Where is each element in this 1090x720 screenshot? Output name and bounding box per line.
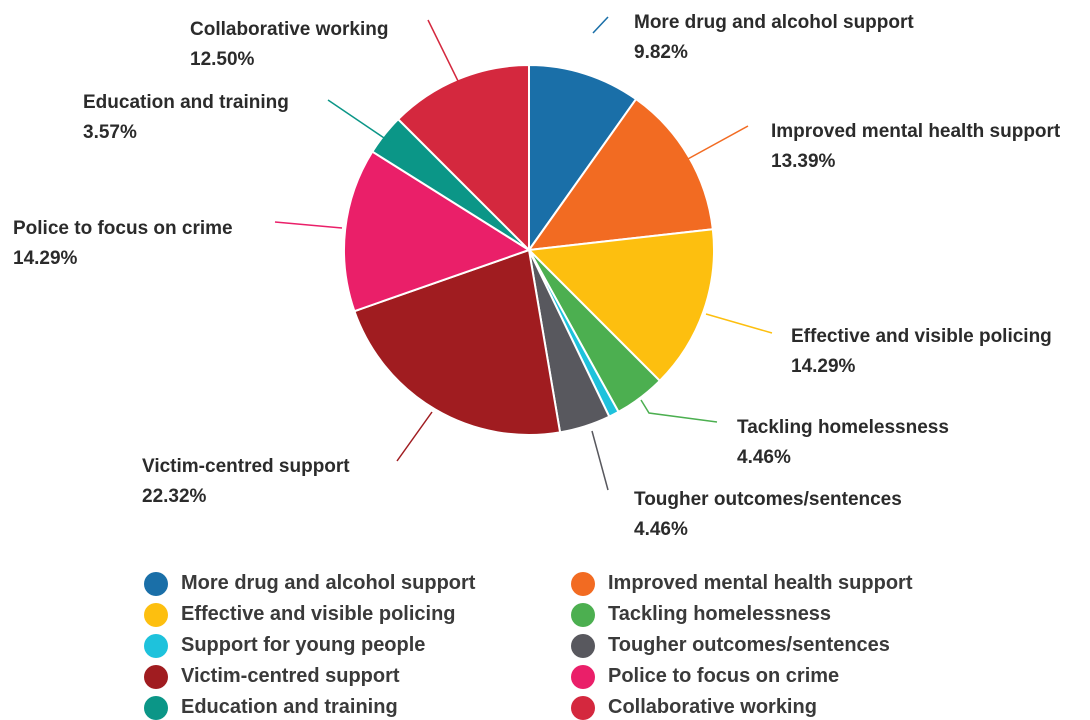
leader-line-victim-centred-support <box>396 411 433 462</box>
slice-label-more-drug-and-alcohol-support: More drug and alcohol support <box>634 12 914 33</box>
leader-line-collaborative-working <box>427 19 459 82</box>
slice-label-collaborative-working: Collaborative working <box>190 19 388 40</box>
pie-slice-victim-centred-support <box>353 248 562 436</box>
slice-value-more-drug-and-alcohol-support: 9.82% <box>634 42 688 63</box>
legend-label: Victim-centred support <box>181 665 400 687</box>
leader-line-improved-mental-health-support <box>685 125 749 161</box>
leader-line-tougher-outcomes-sentences <box>591 430 609 491</box>
legend-item-tackling-homelessness: Tackling homelessness <box>571 602 998 627</box>
slice-label-police-to-focus-on-crime: Police to focus on crime <box>13 218 233 239</box>
legend-label: Tougher outcomes/sentences <box>608 634 890 656</box>
leader-line-police-to-focus-on-crime <box>274 221 343 229</box>
legend-item-support-for-young-people: Support for young people <box>144 633 571 658</box>
pie-slice-collaborative-working <box>396 63 530 253</box>
slice-value-tougher-outcomes-sentences: 4.46% <box>634 519 688 540</box>
legend-label: Collaborative working <box>608 696 817 718</box>
legend-item-more-drug-and-alcohol-support: More drug and alcohol support <box>144 571 571 596</box>
leader-line-tackling-homelessness <box>640 399 718 423</box>
leader-line-education-and-training <box>327 99 391 143</box>
legend-item-tougher-outcomes-sentences: Tougher outcomes/sentences <box>571 633 998 658</box>
legend-swatch <box>571 571 595 596</box>
leader-line-effective-and-visible-policing <box>705 313 773 334</box>
legend-swatch <box>571 695 595 720</box>
slice-label-tougher-outcomes-sentences: Tougher outcomes/sentences <box>634 489 902 510</box>
slice-labels: More drug and alcohol support 9.82% Improv… <box>13 12 1061 540</box>
legend-swatch <box>571 664 595 689</box>
legend-label: Education and training <box>181 696 398 718</box>
chart-legend: More drug and alcohol support Improved me… <box>144 571 1044 720</box>
legend-swatch <box>571 633 595 658</box>
slice-value-effective-and-visible-policing: 14.29% <box>791 356 856 377</box>
slice-label-education-and-training: Education and training <box>83 92 289 113</box>
legend-label: Tackling homelessness <box>608 603 832 625</box>
legend-swatch <box>571 602 595 627</box>
slice-value-tackling-homelessness: 4.46% <box>737 447 791 468</box>
pie-slice-improved-mental-health-support <box>526 97 714 252</box>
legend-item-victim-centred-support: Victim-centred support <box>144 664 571 689</box>
legend-label: Support for young people <box>181 634 426 656</box>
slice-label-victim-centred-support: Victim-centred support <box>142 456 350 477</box>
legend-label: Improved mental health support <box>608 572 913 594</box>
legend-swatch <box>144 571 168 596</box>
pie-slice-more-drug-and-alcohol-support <box>528 63 638 254</box>
slice-label-effective-and-visible-policing: Effective and visible policing <box>791 326 1052 347</box>
legend-swatch <box>144 664 168 689</box>
legend-label: Police to focus on crime <box>608 665 840 687</box>
legend-item-improved-mental-health-support: Improved mental health support <box>571 571 998 596</box>
legend-swatch <box>144 602 168 627</box>
legend-label: More drug and alcohol support <box>181 572 476 594</box>
pie-slice-police-to-focus-on-crime <box>343 150 532 313</box>
legend-item-education-and-training: Education and training <box>144 695 571 720</box>
slice-label-improved-mental-health-support: Improved mental health support <box>771 121 1061 142</box>
slice-value-education-and-training: 3.57% <box>83 122 137 143</box>
leader-line-more-drug-and-alcohol-support <box>592 16 609 34</box>
slice-label-tackling-homelessness: Tackling homelessness <box>737 417 949 438</box>
legend-label: Effective and visible policing <box>181 603 456 625</box>
slice-value-victim-centred-support: 22.32% <box>142 486 207 507</box>
legend-item-police-to-focus-on-crime: Police to focus on crime <box>571 664 998 689</box>
slice-value-police-to-focus-on-crime: 14.29% <box>13 248 78 269</box>
legend-item-effective-and-visible-policing: Effective and visible policing <box>144 602 571 627</box>
legend-item-collaborative-working: Collaborative working <box>571 695 998 720</box>
leader-lines <box>274 16 773 491</box>
slice-value-improved-mental-health-support: 13.39% <box>771 151 836 172</box>
legend-swatch <box>144 633 168 658</box>
pie-slice-effective-and-visible-policing <box>526 228 715 383</box>
legend-swatch <box>144 695 168 720</box>
pie-slices <box>343 63 715 436</box>
slice-value-collaborative-working: 12.50% <box>190 49 255 70</box>
